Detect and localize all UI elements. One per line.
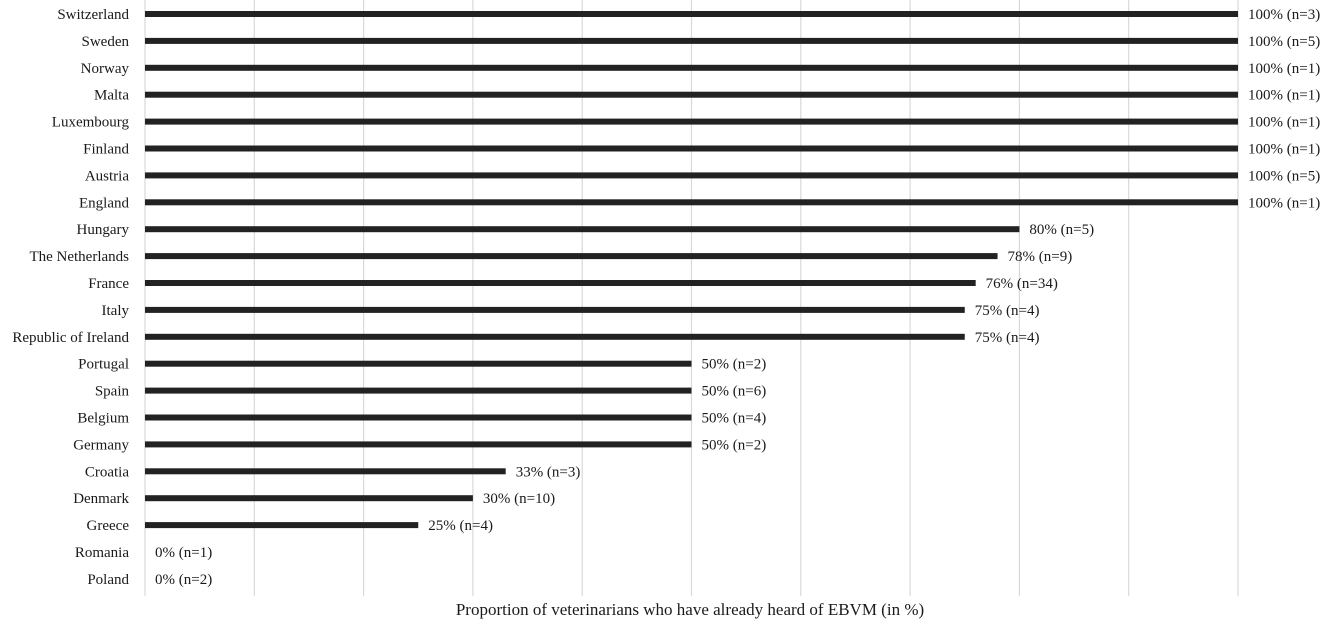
category-label: Spain xyxy=(95,384,130,400)
category-label: Greece xyxy=(87,518,130,534)
bar xyxy=(145,280,976,286)
bar xyxy=(145,441,692,448)
category-label: Hungary xyxy=(77,222,130,238)
category-label: Malta xyxy=(94,88,129,104)
category-label: Romania xyxy=(75,545,129,561)
data-label: 100% (n=1) xyxy=(1248,61,1320,77)
category-label: Sweden xyxy=(82,34,130,50)
category-label: Italy xyxy=(102,303,130,319)
category-label: Republic of Ireland xyxy=(12,330,129,346)
category-label: Portugal xyxy=(78,357,129,373)
bar xyxy=(145,253,998,260)
category-label: Poland xyxy=(87,572,129,588)
bar xyxy=(145,360,692,367)
category-label: Luxembourg xyxy=(52,115,130,131)
data-label: 80% (n=5) xyxy=(1029,222,1094,238)
x-axis-title: Proportion of veterinarians who have alr… xyxy=(456,600,924,619)
bar xyxy=(145,118,1238,125)
category-label: The Netherlands xyxy=(29,249,129,265)
category-label: Switzerland xyxy=(57,7,129,23)
category-label: France xyxy=(88,276,129,292)
bar xyxy=(145,64,1238,71)
data-label: 50% (n=6) xyxy=(702,384,767,400)
category-label: England xyxy=(79,195,129,211)
bar xyxy=(145,91,1238,98)
data-label: 100% (n=1) xyxy=(1248,88,1320,104)
data-label: 25% (n=4) xyxy=(428,518,493,534)
category-label: Germany xyxy=(73,437,129,453)
bar xyxy=(145,172,1238,179)
bar xyxy=(145,495,473,502)
category-label: Norway xyxy=(81,61,130,77)
category-labels: Switzerland Sweden Norway Malta Luxembourg Fi… xyxy=(12,7,129,588)
data-label: 78% (n=9) xyxy=(1008,249,1073,265)
bar xyxy=(145,333,965,340)
data-label: 75% (n=4) xyxy=(975,303,1040,319)
data-label: 76% (n=34) xyxy=(986,276,1058,292)
bars xyxy=(145,11,1238,529)
data-label: 50% (n=2) xyxy=(702,437,767,453)
data-label: 100% (n=1) xyxy=(1248,142,1320,158)
category-label: Belgium xyxy=(77,411,129,427)
data-label: 100% (n=1) xyxy=(1248,195,1320,211)
data-label: 100% (n=1) xyxy=(1248,115,1320,131)
data-label: 100% (n=5) xyxy=(1248,34,1320,50)
data-label: 75% (n=4) xyxy=(975,330,1040,346)
category-label: Denmark xyxy=(73,491,129,507)
category-label: Croatia xyxy=(85,464,129,480)
bar xyxy=(145,387,692,394)
data-label: 30% (n=10) xyxy=(483,491,555,507)
data-labels: 100% (n=3) 100% (n=5) 100% (n=1) 100% (n=1)… xyxy=(155,7,1320,588)
bar xyxy=(145,145,1238,152)
bar xyxy=(145,414,692,421)
bar xyxy=(145,11,1238,17)
bar xyxy=(145,306,965,313)
bar xyxy=(145,522,419,529)
bar xyxy=(145,226,1020,233)
data-label: 0% (n=1) xyxy=(155,545,212,561)
bar xyxy=(145,37,1238,44)
bar xyxy=(145,199,1238,206)
gridlines xyxy=(144,0,1239,596)
data-label: 50% (n=4) xyxy=(702,411,767,427)
category-label: Finland xyxy=(83,142,129,158)
data-label: 0% (n=2) xyxy=(155,572,212,588)
data-label: 33% (n=3) xyxy=(516,464,581,480)
data-label: 100% (n=3) xyxy=(1248,7,1320,23)
bar xyxy=(145,468,506,475)
data-label: 50% (n=2) xyxy=(702,357,767,373)
category-label: Austria xyxy=(85,168,130,184)
data-label: 100% (n=5) xyxy=(1248,168,1320,184)
